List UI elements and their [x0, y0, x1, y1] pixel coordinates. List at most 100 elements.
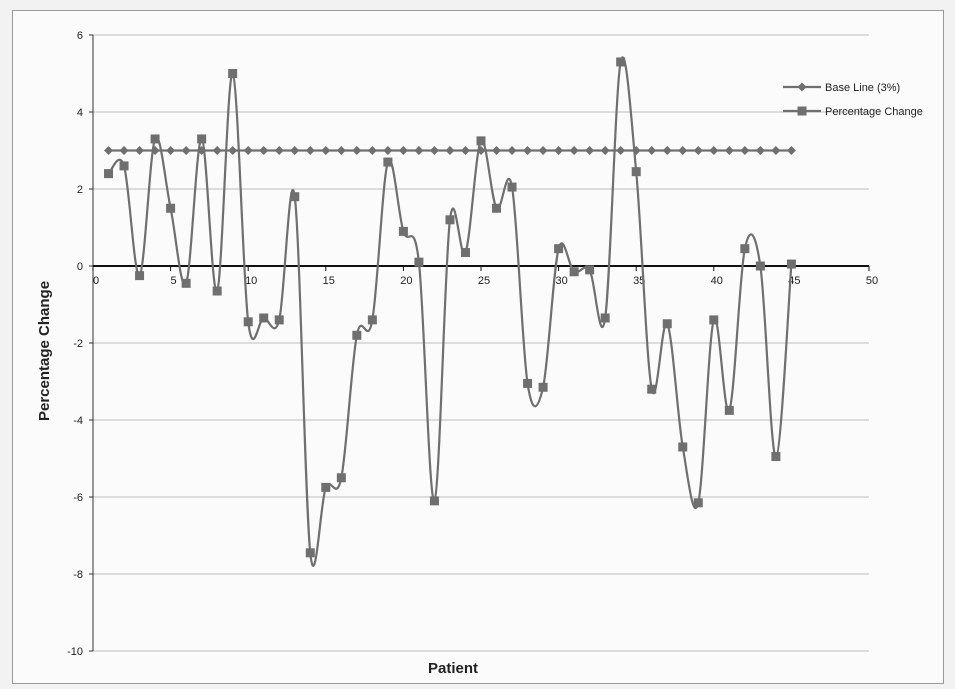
legend-label: Base Line (3%) [825, 82, 900, 94]
y-tick-label: -8 [73, 569, 83, 581]
x-tick-label: 20 [400, 275, 412, 287]
axes [89, 34, 870, 652]
baseline-point [600, 146, 610, 155]
percentage-change-point [740, 244, 750, 254]
x-tick-label: 5 [171, 275, 177, 287]
percentage-change-point [724, 405, 734, 415]
percentage-change-point [119, 161, 129, 171]
baseline-point [647, 146, 657, 155]
percentage-change-point [678, 442, 688, 452]
baseline-point [786, 146, 796, 155]
baseline-point [181, 146, 191, 155]
chart-frame: -10 -8 -6 -4 -2 0 2 4 6 0 5 10 15 20 25 30 35 40 45 50 Pati… [12, 10, 944, 684]
baseline-point [771, 146, 781, 155]
percentage-change-point [367, 315, 377, 325]
percentage-change-point [647, 384, 657, 394]
legend: Base Line (3%) Percentage Change [783, 82, 923, 118]
baseline-point [460, 146, 470, 155]
baseline-point [228, 146, 238, 155]
baseline-point [693, 146, 703, 155]
baseline-point [398, 146, 408, 155]
baseline-point [755, 146, 765, 155]
y-tick-label: -6 [73, 492, 83, 504]
baseline-point [414, 146, 424, 155]
percentage-change-point [181, 278, 191, 288]
percentage-change-point [274, 315, 284, 325]
percentage-change-point [538, 382, 548, 392]
y-tick-label: 2 [77, 184, 83, 196]
baseline-point [259, 146, 269, 155]
percentage-change-point [212, 286, 222, 296]
legend-marker [797, 106, 807, 116]
percentage-change-point [585, 265, 595, 275]
baseline-point [507, 146, 517, 155]
y-tick-label: 6 [77, 30, 83, 42]
baseline-point [166, 146, 176, 155]
y-tick-label: 4 [77, 107, 83, 119]
percentage-change-point [523, 378, 533, 388]
baseline-point [336, 146, 346, 155]
percentage-change-point [476, 136, 486, 146]
x-axis-title: Patient [428, 660, 478, 677]
baseline-point [274, 146, 284, 155]
baseline-point [616, 146, 626, 155]
x-tick-label: 0 [93, 275, 99, 287]
baseline-point [321, 146, 331, 155]
baseline-point [212, 146, 222, 155]
percentage-change-point [290, 192, 300, 202]
x-tick-label: 10 [245, 275, 257, 287]
x-tick-label: 30 [555, 275, 567, 287]
percentage-change-point [383, 157, 393, 167]
percentage-change-point [398, 226, 408, 236]
baseline-point [678, 146, 688, 155]
baseline-point [290, 146, 300, 155]
percentage-change-point [243, 317, 253, 327]
percentage-change-point [321, 482, 331, 492]
percentage-change-point [616, 57, 626, 67]
legend-marker [797, 82, 807, 92]
percentage-change-point [445, 215, 455, 225]
baseline-point [569, 146, 579, 155]
percentage-change-point [336, 473, 346, 483]
baseline-point [554, 146, 564, 155]
baseline-point [305, 146, 315, 155]
percentage-change-point [631, 167, 641, 177]
x-tick-label: 15 [323, 275, 335, 287]
baseline-point [662, 146, 672, 155]
percentage-change-point [786, 259, 796, 269]
y-tick-label: -10 [67, 646, 83, 658]
baseline-point [740, 146, 750, 155]
percentage-change-point [305, 548, 315, 558]
percentage-change-point [104, 169, 114, 179]
y-axis-title: Percentage Change [36, 281, 53, 421]
percentage-change-point [507, 182, 517, 192]
percentage-change-point [662, 319, 672, 329]
y-tick-label: -4 [73, 415, 83, 427]
percentage-change-point [600, 313, 610, 323]
legend-label: Percentage Change [825, 106, 923, 118]
baseline-point [243, 146, 253, 155]
percentage-change-point [693, 498, 703, 508]
percentage-change-point [569, 267, 579, 277]
gridlines [93, 34, 869, 652]
baseline-point [492, 146, 502, 155]
x-tick-label: 50 [866, 275, 878, 287]
percentage-change-point [135, 271, 145, 281]
percentage-change-point [460, 248, 470, 258]
plot-area [104, 56, 796, 567]
x-tick-label: 40 [711, 275, 723, 287]
baseline-point [352, 146, 362, 155]
baseline-point [724, 146, 734, 155]
percentage-change-point [150, 134, 160, 144]
baseline-point [104, 146, 114, 155]
baseline-point [367, 146, 377, 155]
baseline-point [445, 146, 455, 155]
baseline-point [538, 146, 548, 155]
baseline-point [135, 146, 145, 155]
percentage-change-point [259, 313, 269, 323]
baseline-point [585, 146, 595, 155]
baseline-point [523, 146, 533, 155]
percentage-change-point [352, 330, 362, 340]
